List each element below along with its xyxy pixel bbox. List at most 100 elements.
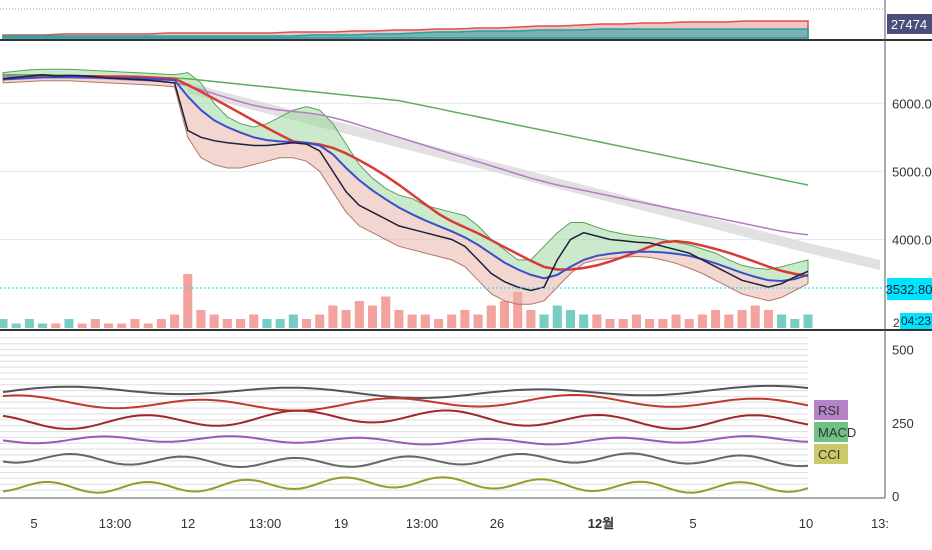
x-tick-label: 13:00	[406, 516, 439, 531]
top-strip-price-tag	[887, 14, 932, 34]
volume-bar	[473, 314, 483, 328]
volume-bar	[367, 305, 378, 328]
x-tick-label: 12월	[588, 516, 614, 531]
volume-bar	[77, 323, 87, 328]
ma-green-line	[3, 73, 809, 186]
volume-bar	[288, 314, 298, 328]
legend-label-rsi: RSI	[818, 403, 840, 418]
volume-bar	[275, 319, 285, 328]
volume-bar	[420, 314, 430, 328]
legend-label-cci: CCI	[818, 447, 840, 462]
oscillator-line-3	[2, 409, 809, 430]
volume-bar	[552, 305, 562, 328]
oscillator-line-4	[2, 435, 809, 446]
volume-bar	[460, 310, 470, 328]
volume-bar	[407, 314, 417, 328]
osc-tick-label: 500	[892, 343, 914, 358]
ichimoku-cloud	[187, 82, 881, 271]
volume-bar	[724, 314, 734, 328]
legend-label-macd: MACD	[818, 425, 856, 440]
volume-bar	[737, 310, 747, 328]
volume-bar	[354, 301, 364, 328]
volume-bar	[592, 314, 602, 328]
volume-bar	[750, 305, 760, 328]
oscillator-line-6	[2, 476, 809, 494]
volume-bar	[513, 292, 523, 328]
volume-axis-label: 2	[893, 316, 900, 330]
volume-bar	[183, 274, 193, 328]
volume-bar	[328, 305, 338, 328]
volume-bar	[170, 314, 180, 328]
volume-bar	[130, 319, 140, 328]
moving-averages	[2, 73, 809, 283]
volume-bar	[658, 319, 668, 328]
volume-bar	[631, 314, 641, 328]
x-tick-label: 26	[490, 516, 504, 531]
osc-tick-label: 0	[892, 489, 899, 504]
x-tick-label: 13:	[871, 516, 889, 531]
upper-band-fill	[2, 68, 809, 282]
volume-bar	[697, 314, 707, 328]
volume-bar	[763, 310, 773, 328]
legend-swatch-macd	[814, 422, 848, 442]
price-panel[interactable]	[0, 68, 932, 331]
price-axis[interactable]: 4000.00 5000.00 6000.00 0 250 500 27474 3532…	[884, 0, 932, 504]
volume-bar	[156, 319, 166, 328]
top-strip-series-2	[2, 28, 809, 39]
price-tick-label: 5000.00	[892, 164, 932, 179]
price-series	[2, 73, 809, 292]
osc-tick-label: 250	[892, 416, 914, 431]
price-line	[2, 73, 809, 292]
volume-bar	[315, 314, 325, 328]
legend-swatch-cci	[814, 444, 848, 464]
volume-bar	[262, 319, 272, 328]
volume-bar	[605, 319, 615, 328]
x-tick-label: 5	[689, 516, 696, 531]
x-tick-label: 19	[334, 516, 348, 531]
x-tick-label: 12	[181, 516, 195, 531]
volume-bar	[117, 323, 127, 328]
top-strip-panel	[0, 0, 932, 41]
ema-blue-line	[2, 76, 809, 283]
volume-bar	[0, 319, 8, 328]
volume-bar	[11, 323, 21, 328]
volume-bar	[526, 310, 536, 328]
volume-bar	[381, 296, 391, 328]
volume-bar	[711, 310, 721, 328]
volume-bar	[803, 314, 813, 328]
volume-bar	[104, 323, 114, 328]
volume-bar	[196, 310, 206, 328]
x-tick-label: 13:00	[249, 516, 282, 531]
volume-bar	[671, 314, 681, 328]
price-tick-label: 6000.00	[892, 96, 932, 111]
volume-bar	[143, 323, 153, 328]
volume-bar	[341, 310, 351, 328]
price-tick-label: 4000.00	[892, 232, 932, 247]
volume-bar	[486, 305, 496, 328]
x-tick-label: 10	[799, 516, 813, 531]
time-axis[interactable]: 5 13:00 12 13:00 19 13:00 26 12월 5 10 13:	[0, 497, 889, 531]
volume-bar	[90, 319, 100, 328]
volume-bar	[235, 319, 246, 328]
volume-bar	[565, 310, 576, 328]
volume-bar	[777, 314, 787, 328]
volume-bar	[539, 314, 549, 328]
cloud-area	[187, 82, 881, 271]
countdown-tag	[900, 313, 932, 329]
volume-bars	[0, 274, 813, 328]
volume-bar	[433, 319, 444, 328]
oscillator-legend: RSI MACD CCI	[814, 400, 856, 464]
volume-bar	[684, 319, 694, 328]
volume-bar	[645, 319, 655, 328]
oscillator-panel[interactable]	[0, 337, 809, 494]
volume-bar	[38, 323, 48, 328]
volume-bar	[618, 319, 628, 328]
volume-bar	[209, 314, 219, 328]
volume-bar	[394, 310, 404, 328]
top-strip-price-label: 27474	[891, 17, 927, 32]
volume-bar	[499, 301, 510, 328]
bollinger-bands	[2, 68, 809, 305]
volume-bar	[24, 319, 34, 328]
x-tick-label: 13:00	[99, 516, 132, 531]
